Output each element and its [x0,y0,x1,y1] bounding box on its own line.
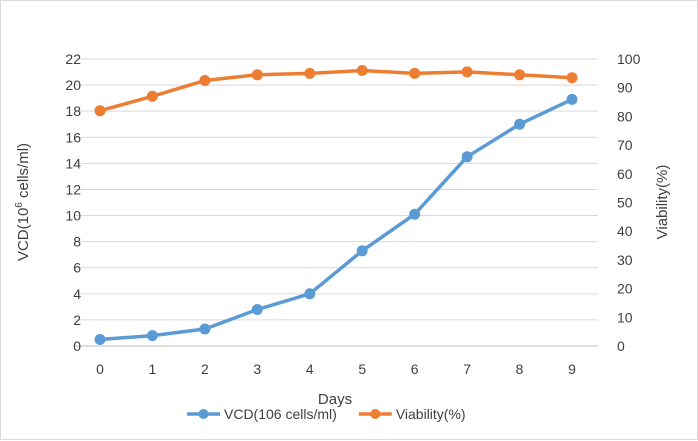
y-left-tick-label: 18 [65,103,81,119]
series-point [461,66,473,78]
series-line [98,68,574,113]
series-point [566,93,578,105]
x-tick-label: 8 [516,361,524,377]
legend-label: VCD(106 cells/ml) [224,406,337,422]
x-tick-label: 5 [358,361,366,377]
series-2 [94,65,578,117]
y-left-tick-label: 6 [73,260,81,276]
y-right-tick-label: 80 [617,108,633,124]
series-point [566,72,578,84]
series-point [304,288,316,300]
y-right-tick-label: 60 [617,166,633,182]
series-point [199,323,211,335]
right-tick-labels: 0 10 20 30 40 50 60 70 80 90 100 [617,51,641,354]
y-axis-left-title-prefix: VCD(10 [15,208,32,261]
y-left-tick-label: 8 [73,234,81,250]
series-point [251,69,263,81]
series-layer [94,65,578,345]
x-tick-label: 9 [568,361,576,377]
y-right-tick-label: 90 [617,80,633,96]
y-left-tick-label: 10 [65,208,81,224]
series-point [514,118,526,130]
y-right-tick-label: 50 [617,195,633,211]
y-axis-right-title: Viability(%) [654,165,671,240]
series-point [356,65,368,76]
series-point [356,245,368,257]
y-left-tick-label: 12 [65,181,81,197]
y-right-tick-label: 30 [617,252,633,268]
x-tick-label: 7 [463,361,471,377]
y-right-tick-label: 100 [617,51,641,67]
series-1 [94,93,578,345]
y-left-tick-label: 20 [65,77,81,93]
series-point [514,69,526,81]
x-axis-title: Days [318,391,352,408]
y-right-tick-label: 70 [617,137,633,153]
series-point [146,90,158,102]
y-right-tick-label: 10 [617,309,633,325]
series-point [461,151,473,163]
series-line [98,97,574,342]
y-left-tick-label: 2 [73,312,81,328]
legend-item-1: VCD(106 cells/ml) [187,406,337,422]
x-tick-label: 3 [253,361,261,377]
y-right-tick-label: 0 [617,338,625,354]
y-right-tick-label: 20 [617,281,633,297]
y-axis-left-title: VCD(106 cells/ml) [14,143,32,261]
legend-item-2: Viability(%) [358,406,466,422]
series-point [409,208,421,220]
left-tick-labels: 0 2 4 6 8 10 12 14 16 18 20 22 [65,51,81,354]
y-left-tick-label: 14 [65,155,81,171]
series-point [304,67,316,79]
series-point [94,105,106,117]
legend-label: Viability(%) [396,406,466,422]
legend-swatch-marker [198,409,209,419]
x-tick-label: 1 [149,361,157,377]
legend: VCD(106 cells/ml) Viability(%) [187,406,466,422]
legend-swatch-marker [370,409,381,419]
series-point [251,304,263,315]
grid-layer [74,58,598,321]
x-tick-label: 0 [96,361,104,377]
series-point [409,67,421,79]
y-axis-left-title-suffix: cells/ml) [15,143,32,202]
y-left-tick-label: 4 [73,286,81,302]
x-tick-label: 2 [201,361,209,377]
y-left-tick-label: 22 [65,51,81,67]
y-left-tick-label: 0 [73,338,81,354]
x-tick-labels: 0 1 2 3 4 5 6 7 8 9 [96,361,576,377]
x-tick-label: 4 [306,361,314,377]
series-point [94,334,106,345]
y-axis-left-title-sup: 6 [14,202,25,208]
series-point [146,330,158,342]
y-left-tick-label: 16 [65,129,81,145]
x-tick-label: 6 [411,361,419,377]
series-point [199,75,211,86]
y-right-tick-label: 40 [617,223,633,239]
